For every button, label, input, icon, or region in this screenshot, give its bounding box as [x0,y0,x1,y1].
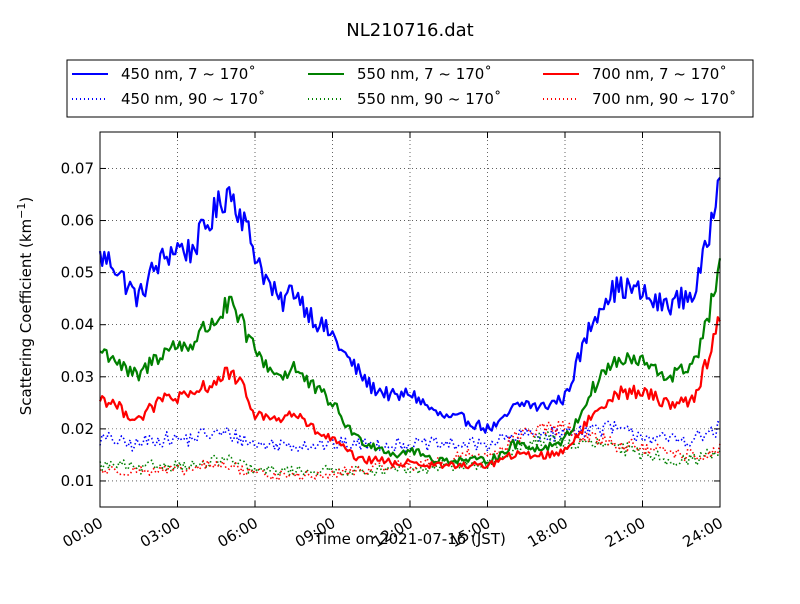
legend-label-550-solid: 550 nm, 7 ~ 170˚ [357,65,492,83]
y-axis-label: Scattering Coefficient (km−1) [15,197,35,416]
legend-label-550-dotted: 550 nm, 90 ~ 170˚ [357,90,501,108]
series-line-0 [98,177,721,434]
y-tick-label: 0.06 [61,212,94,230]
legend-label-700-solid: 700 nm, 7 ~ 170˚ [592,65,727,83]
x-tick-label: 24:00 [680,514,726,551]
y-axis-label-main: Scattering Coefficient (km [17,219,35,415]
y-tick-label: 0.02 [61,420,94,438]
series-lines [98,177,722,481]
series-line-3 [99,431,721,477]
y-tick-label: 0.01 [61,472,94,490]
y-axis-label-close: ) [17,197,35,203]
x-tick-label: 03:00 [137,514,183,551]
axis-ticks: 00:00 03:00 06:00 09:00 12:00 15:00 18:00 21:00… [60,132,726,551]
legend-label-450-dotted: 450 nm, 90 ~ 170˚ [121,90,265,108]
legend: 450 nm, 7 ~ 170˚ 450 nm, 90 ~ 170˚ 550 n… [66,59,754,118]
plot-frame [99,131,721,508]
x-tick-label: 21:00 [602,514,648,551]
legend-label-700-dotted: 700 nm, 90 ~ 170˚ [592,90,736,108]
y-axis-label-superscript: −1 [15,203,28,219]
y-tick-label: 0.07 [61,159,94,177]
x-tick-label: 06:00 [215,514,261,551]
y-tick-label: 0.05 [61,264,94,282]
series-line-4 [98,316,721,470]
series-line-2 [99,258,722,465]
y-tick-label: 0.03 [61,368,94,386]
x-axis-label: Time on 2021-07-16 (JST) [313,530,506,548]
legend-box [66,59,754,118]
x-tick-label: 18:00 [525,514,571,551]
x-tick-label: 00:00 [60,514,106,551]
legend-label-450-solid: 450 nm, 7 ~ 170˚ [121,65,256,83]
y-tick-label: 0.04 [61,316,94,334]
chart-title: NL210716.dat [346,20,473,41]
series-line-5 [99,421,721,481]
